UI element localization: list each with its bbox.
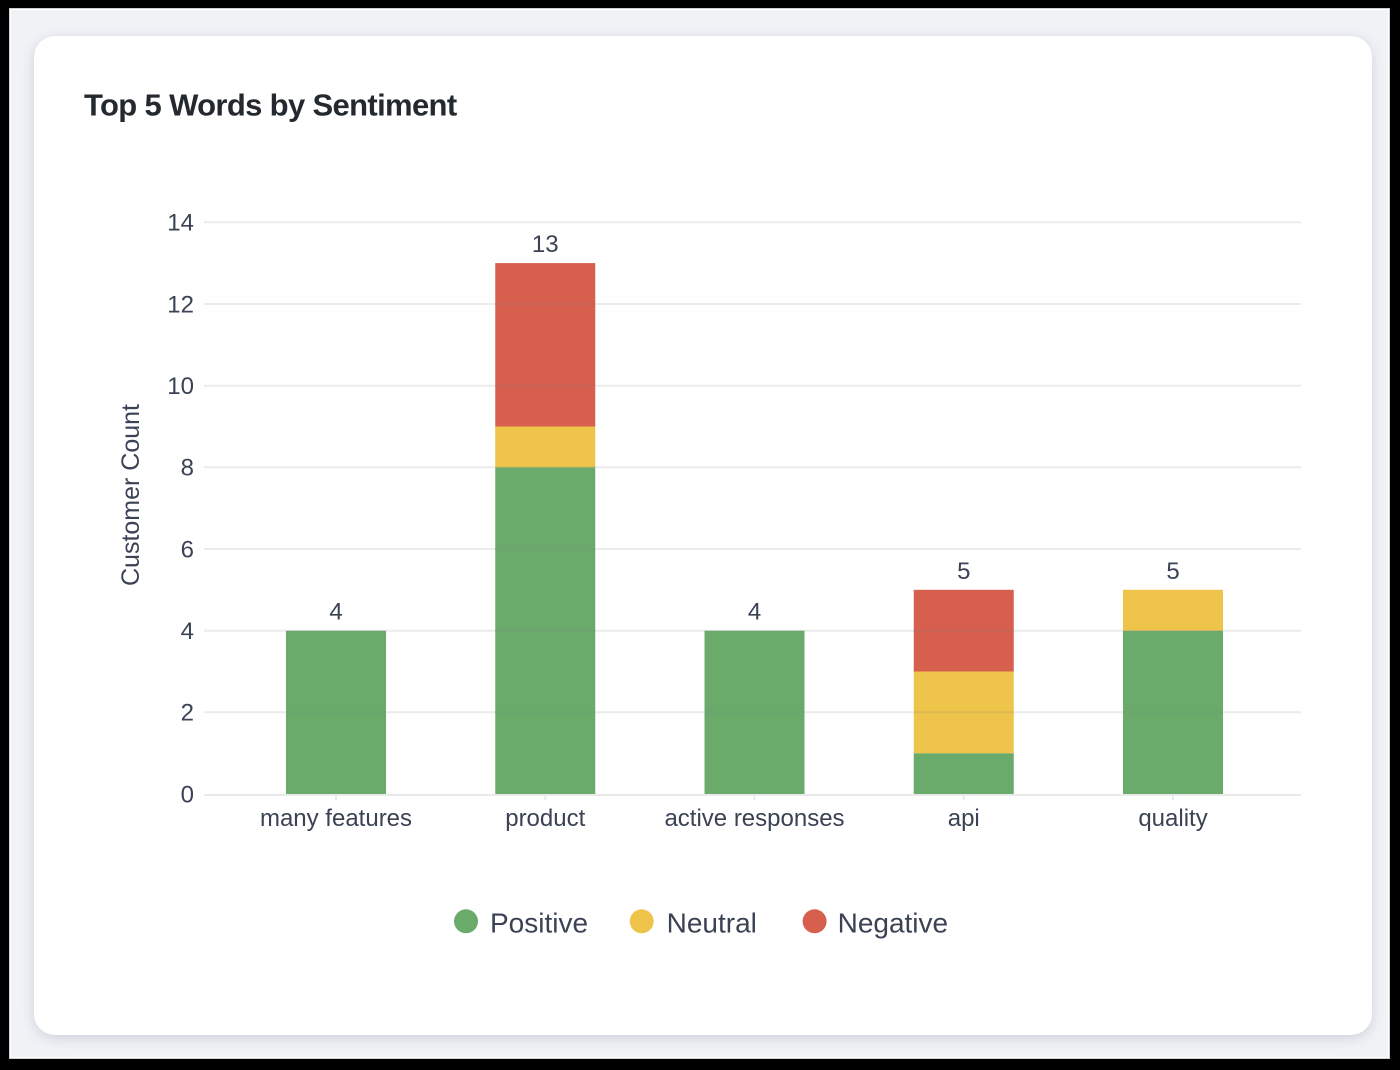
svg-text:5: 5 [957, 558, 970, 585]
svg-text:13: 13 [532, 231, 559, 258]
svg-text:10: 10 [167, 373, 194, 400]
svg-text:many features: many features [260, 805, 412, 832]
svg-text:active responses: active responses [664, 805, 844, 832]
svg-text:Neutral: Neutral [667, 908, 757, 939]
svg-text:Positive: Positive [490, 908, 588, 939]
svg-text:api: api [948, 805, 980, 832]
svg-text:12: 12 [167, 291, 194, 318]
svg-text:4: 4 [748, 599, 761, 626]
svg-text:2: 2 [181, 700, 194, 727]
svg-text:14: 14 [167, 210, 194, 237]
svg-text:5: 5 [1166, 558, 1179, 585]
svg-text:product: product [505, 805, 585, 832]
svg-text:Negative: Negative [838, 908, 949, 939]
svg-text:8: 8 [181, 455, 194, 482]
svg-text:4: 4 [329, 599, 342, 626]
svg-text:0: 0 [181, 781, 194, 808]
svg-text:6: 6 [181, 536, 194, 563]
svg-text:quality: quality [1138, 805, 1207, 832]
svg-text:Top 5 Words by Sentiment: Top 5 Words by Sentiment [84, 88, 457, 123]
svg-text:Customer Count: Customer Count [117, 404, 145, 586]
svg-text:4: 4 [181, 618, 194, 645]
